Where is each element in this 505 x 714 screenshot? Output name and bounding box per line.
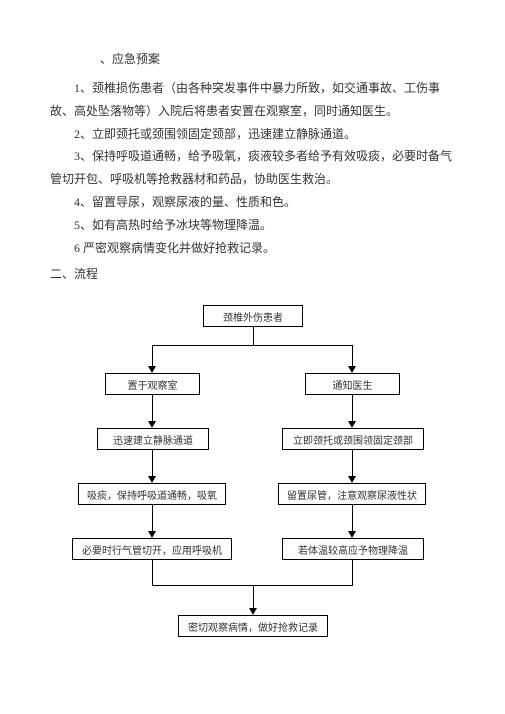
edge-line bbox=[352, 505, 353, 531]
edge-line bbox=[253, 585, 254, 608]
edge-line bbox=[253, 327, 254, 345]
edge-line bbox=[152, 450, 153, 476]
arrow-icon bbox=[148, 476, 156, 483]
node-bottom: 密切观察病情，做好抢救记录 bbox=[178, 615, 328, 637]
node-left-1: 置于观察室 bbox=[105, 373, 200, 395]
arrow-icon bbox=[348, 531, 356, 538]
heading-emergency-plan: 、应急预案 bbox=[100, 50, 455, 67]
node-right-3: 留置尿管，注意观察尿液性状 bbox=[278, 483, 426, 505]
node-top: 颈椎外伤患者 bbox=[203, 305, 303, 327]
paragraph-4: 4、留置导尿，观察尿液的量、性质和色。 bbox=[50, 191, 455, 214]
paragraph-5: 5、如有高热时给予冰块等物理降温。 bbox=[50, 214, 455, 237]
arrow-icon bbox=[348, 476, 356, 483]
edge-line bbox=[152, 345, 353, 346]
paragraph-6: 6 严密观察病情变化并做好抢救记录。 bbox=[50, 237, 455, 260]
edge-line bbox=[152, 395, 153, 421]
node-right-4: 若体温较高应予物理降温 bbox=[282, 538, 424, 560]
node-right-2: 立即颈托或颈围领固定颈部 bbox=[282, 428, 424, 450]
arrow-icon bbox=[148, 421, 156, 428]
heading-process: 二、流程 bbox=[50, 265, 455, 282]
edge-line bbox=[352, 395, 353, 421]
node-left-3: 吸痰，保持呼吸道通畅，吸氧 bbox=[78, 483, 226, 505]
edge-line bbox=[352, 345, 353, 366]
paragraph-2: 2、立即颈托或颈围领固定颈部，迅速建立静脉通道。 bbox=[50, 123, 455, 146]
node-right-1: 通知医生 bbox=[305, 373, 400, 395]
edge-line bbox=[352, 560, 353, 585]
arrow-icon bbox=[249, 608, 257, 615]
document-body: 、应急预案 1、颈椎损伤患者（由各种突发事件中暴力所致，如交通事故、工伤事故、高… bbox=[0, 0, 505, 690]
edge-line bbox=[152, 345, 153, 366]
paragraph-3: 3、保持呼吸道通畅，给予吸氧，痰液较多者给予有效吸痰，必要时备气管切开包、呼吸机… bbox=[50, 145, 455, 191]
arrow-icon bbox=[148, 366, 156, 373]
edge-line bbox=[152, 560, 153, 585]
paragraph-1: 1、颈椎损伤患者（由各种突发事件中暴力所致，如交通事故、工伤事故、高处坠落物等）… bbox=[50, 77, 455, 123]
node-left-2: 迅速建立静脉通道 bbox=[97, 428, 209, 450]
edge-line bbox=[352, 450, 353, 476]
flowchart-container: 颈椎外伤患者 置于观察室 通知医生 迅速建立静脉通道 立即颈托或颈围领固定颈部 … bbox=[50, 290, 455, 670]
node-left-4: 必要时行气管切开，应用呼吸机 bbox=[72, 538, 232, 560]
arrow-icon bbox=[348, 366, 356, 373]
edge-line bbox=[152, 505, 153, 531]
arrow-icon bbox=[148, 531, 156, 538]
arrow-icon bbox=[348, 421, 356, 428]
